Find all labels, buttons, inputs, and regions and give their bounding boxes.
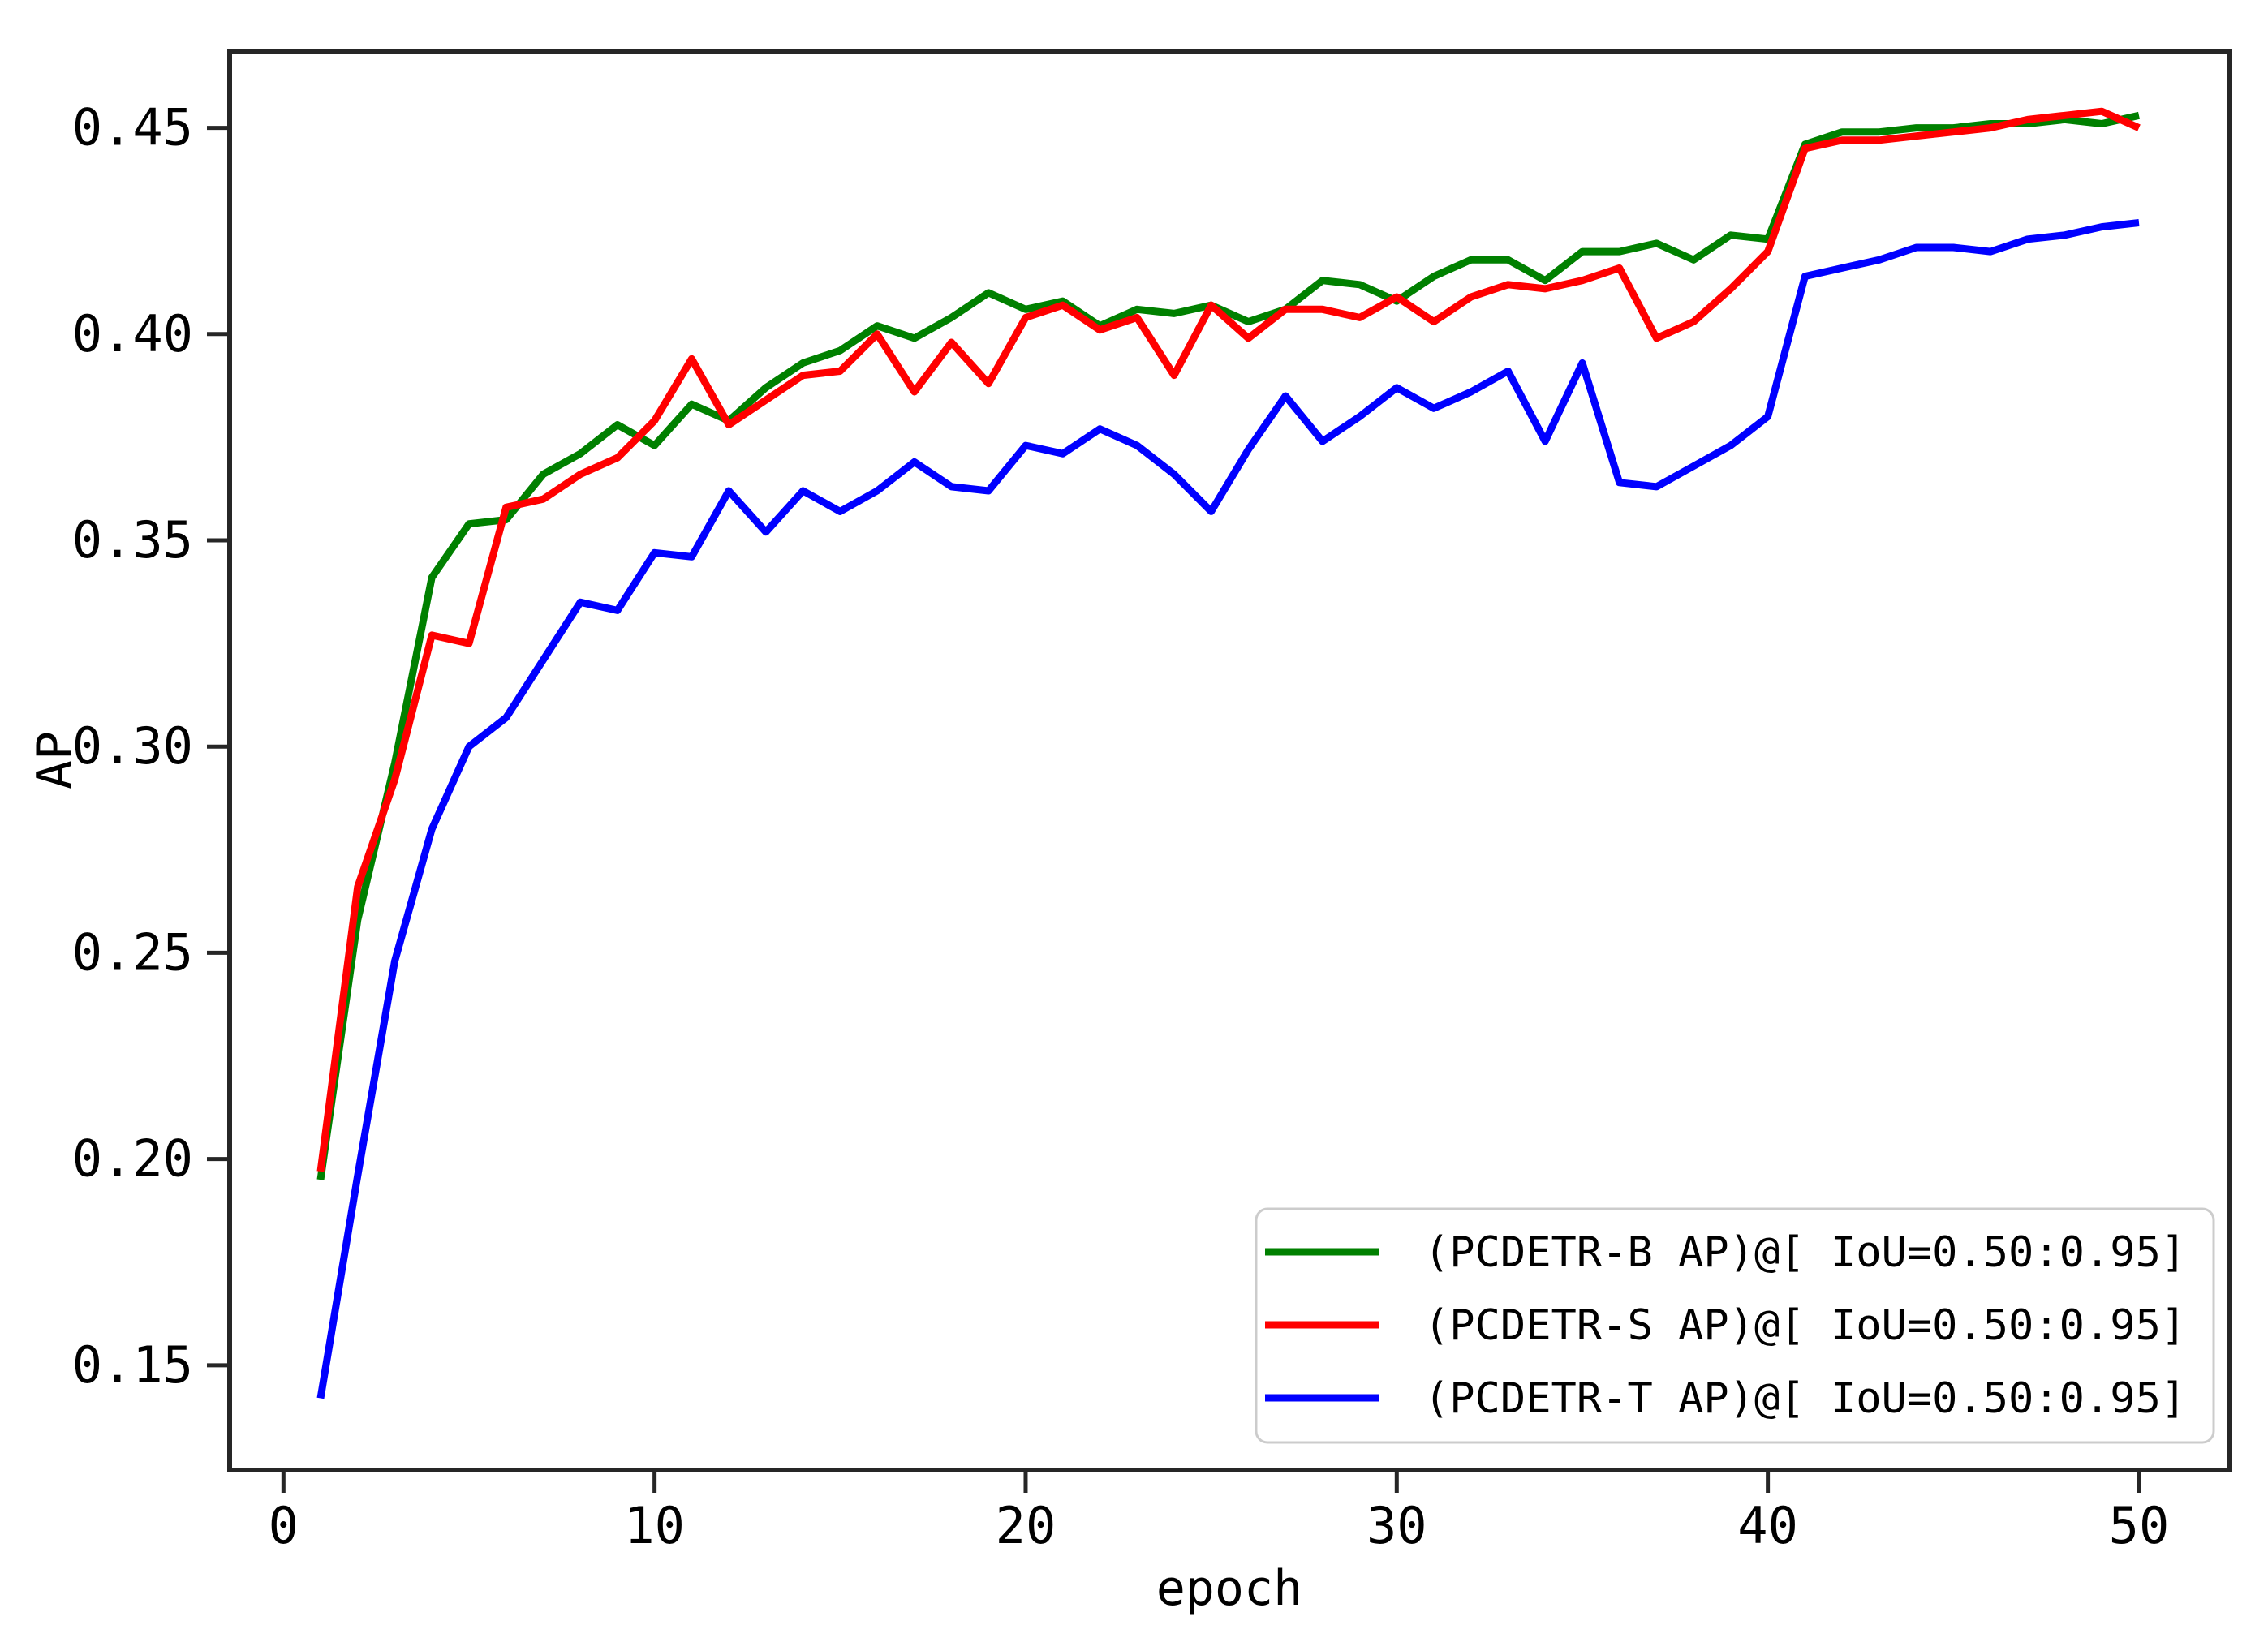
axis-ticks: 0 10 20 30 40 50 0.15 0.20 0.25 0.30 0.35 0.40 0.45 — [72, 98, 2170, 1555]
x-tick-label: 50 — [2109, 1496, 2170, 1555]
x-tick-label: 20 — [996, 1496, 1057, 1555]
y-tick-label: 0.45 — [72, 98, 193, 157]
x-axis-label: epoch — [1156, 1560, 1303, 1617]
series-line-pcdetr-s — [316, 107, 2141, 1172]
legend: (PCDETR-B AP)@[ IoU=0.50:0.95] (PCDETR-S… — [1255, 1207, 2215, 1444]
plot-area — [316, 107, 2141, 1399]
legend-label-pcdetr-t: (PCDETR-T AP)@[ IoU=0.50:0.95] — [1424, 1374, 2186, 1423]
y-tick-label: 0.30 — [72, 716, 193, 776]
y-axis-label: AP — [27, 731, 84, 789]
y-tick-label: 0.35 — [72, 510, 193, 570]
series-line-pcdetr-b — [316, 111, 2140, 1180]
y-tick-label: 0.40 — [72, 304, 193, 363]
y-tick-label: 0.20 — [72, 1129, 193, 1189]
y-tick-label: 0.25 — [72, 922, 193, 982]
legend-box — [1255, 1207, 2215, 1444]
plot-frame — [227, 49, 2232, 1472]
legend-item: (PCDETR-B AP)@[ IoU=0.50:0.95] — [1265, 1228, 2186, 1277]
legend-item: (PCDETR-T AP)@[ IoU=0.50:0.95] — [1265, 1374, 2186, 1423]
x-tick-label: 30 — [1366, 1496, 1427, 1555]
legend-label-pcdetr-s: (PCDETR-S AP)@[ IoU=0.50:0.95] — [1424, 1301, 2186, 1350]
y-tick-label: 0.15 — [72, 1335, 193, 1395]
series-line-pcdetr-t — [316, 219, 2140, 1399]
legend-item: (PCDETR-S AP)@[ IoU=0.50:0.95] — [1265, 1301, 2186, 1350]
x-tick-label: 0 — [269, 1496, 299, 1555]
x-tick-label: 40 — [1737, 1496, 1798, 1555]
x-tick-label: 10 — [624, 1496, 685, 1555]
legend-label-pcdetr-b: (PCDETR-B AP)@[ IoU=0.50:0.95] — [1424, 1228, 2186, 1277]
